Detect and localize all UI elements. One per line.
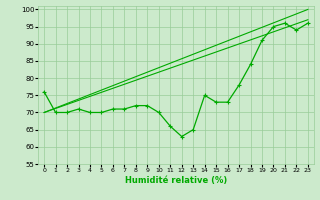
- X-axis label: Humidité relative (%): Humidité relative (%): [125, 176, 227, 185]
